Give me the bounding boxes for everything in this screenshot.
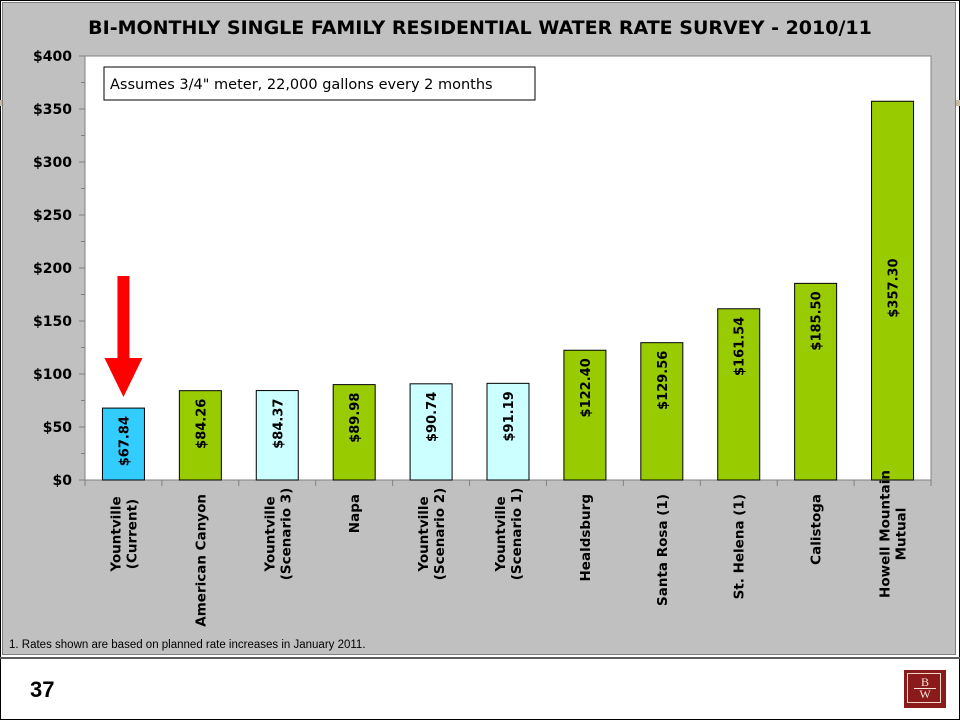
y-tick-label: $50 <box>43 420 72 436</box>
x-category-label: Calistoga <box>809 494 825 565</box>
bar <box>332 384 376 481</box>
y-tick-label: $200 <box>33 261 72 277</box>
data-label: $84.26 <box>194 399 209 449</box>
logo-inner-frame: B W <box>907 673 941 703</box>
data-label: $84.37 <box>271 399 286 449</box>
bar <box>871 100 915 481</box>
logo-letter-b: B <box>920 675 929 689</box>
red-arrow-indicator <box>104 276 143 397</box>
data-label: $67.84 <box>117 416 132 466</box>
x-category-label: Healdsburg <box>578 494 594 582</box>
data-label: $90.74 <box>425 392 440 442</box>
x-category-label: Yountville <box>416 496 432 572</box>
annotation-text: Assumes 3/4" meter, 22,000 gallons every… <box>110 77 493 93</box>
x-category-label: (Scenario 3) <box>278 488 294 581</box>
chart-title: BI-MONTHLY SINGLE FAMILY RESIDENTIAL WAT… <box>88 17 872 39</box>
x-category-label: (Scenario 2) <box>432 488 448 581</box>
y-tick-label: $400 <box>33 49 72 65</box>
arrow-shaft <box>117 276 130 360</box>
data-label: $122.40 <box>579 358 594 417</box>
bar <box>255 390 299 481</box>
x-category-label: (Current) <box>124 499 140 569</box>
bar-series: $67.84 $84.26 $84.37 $89.98 $90.74 $91.19 $122… <box>84 100 932 486</box>
data-label: $89.98 <box>348 393 363 443</box>
bar <box>563 349 607 481</box>
data-label: $357.30 <box>887 258 902 317</box>
x-category-label: St. Helena (1) <box>732 494 748 599</box>
page-number: 37 <box>30 677 55 702</box>
bar <box>178 390 222 481</box>
decorative-rule-right <box>952 100 960 106</box>
logo-letter-w: W <box>919 687 931 701</box>
x-category-label: (Scenario 1) <box>509 488 525 581</box>
x-category-label: American Canyon <box>193 494 209 627</box>
bar <box>101 407 145 481</box>
y-tick-label: $0 <box>53 473 73 489</box>
data-label: $91.19 <box>502 391 517 441</box>
x-category-label: Yountville <box>493 496 509 572</box>
y-tick-label: $100 <box>33 367 72 383</box>
x-category-label: Yountville <box>262 496 278 572</box>
x-category-label: Santa Rosa (1) <box>655 494 671 606</box>
y-tick-label: $250 <box>33 208 72 224</box>
bar <box>717 308 761 481</box>
bar <box>640 342 684 481</box>
x-category-label: Howell Mountain <box>878 470 894 598</box>
y-tick-label: $350 <box>33 102 72 118</box>
logo-divider <box>914 688 936 689</box>
bar <box>794 282 838 481</box>
y-axis: $0 $50 $100 $150 $200 $250 $300 $350 $400 <box>33 49 86 489</box>
x-category-label: Mutual <box>894 508 910 561</box>
y-tick-label: $300 <box>33 155 72 171</box>
x-category-label: Napa <box>347 494 363 533</box>
footer-divider <box>0 657 960 659</box>
arrow-head <box>104 358 143 397</box>
annotation-box <box>103 66 536 101</box>
footnote: 1. Rates shown are based on planned rate… <box>9 639 366 651</box>
data-label: $185.50 <box>810 291 825 350</box>
bar <box>486 382 530 481</box>
bw-logo: B W <box>904 670 946 708</box>
bar-chart: BI-MONTHLY SINGLE FAMILY RESIDENTIAL WAT… <box>9 17 932 651</box>
y-tick-label: $150 <box>33 314 72 330</box>
x-axis-labels: Yountville (Current) American Canyon Yountv… <box>108 470 909 627</box>
bar <box>409 383 453 481</box>
x-category-label: Yountville <box>108 496 124 572</box>
data-label: $129.56 <box>656 351 671 410</box>
data-label: $161.54 <box>733 317 748 376</box>
